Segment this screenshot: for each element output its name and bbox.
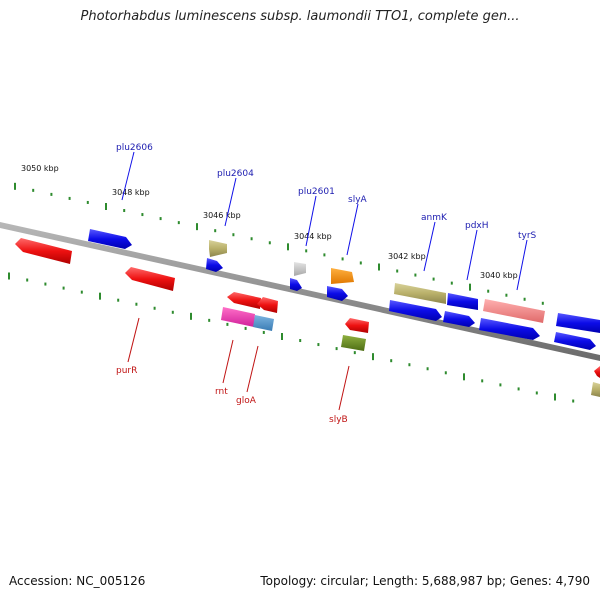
gene-edge-khaki[interactable] — [591, 382, 600, 397]
forward-gene-labels: plu2606 plu2604 plu2601 slyA anmK pdxH t… — [116, 143, 537, 241]
gene-rnt-upstream[interactable] — [227, 292, 261, 309]
gene-rnt[interactable] — [257, 297, 278, 313]
gene-plu2606[interactable] — [88, 229, 132, 249]
gene-gloA[interactable] — [253, 315, 274, 331]
kbp-label-3040: 3040 kbp — [480, 271, 518, 280]
gene-slyA[interactable] — [327, 286, 348, 301]
genome-title: Photorhabdus luminescens subsp. laumondi… — [80, 9, 520, 24]
forward-label-leaders — [121, 151, 528, 291]
reverse-label-leaders — [127, 317, 350, 411]
accession-text: Accession: NC_005126 — [9, 574, 146, 588]
label-plu2606[interactable]: plu2606 — [116, 143, 153, 153]
gene-tyrS-downstream[interactable] — [479, 318, 540, 340]
kbp-label-3050: 3050 kbp — [21, 164, 59, 173]
label-slyB[interactable]: slyB — [329, 415, 348, 425]
gene-plu2604[interactable] — [206, 258, 223, 272]
reverse-ticks — [8, 272, 575, 403]
forward-strand-genes — [88, 229, 600, 350]
kbp-label-3044: 3044 kbp — [294, 232, 332, 241]
gene-tyrS[interactable] — [483, 299, 545, 323]
gene-pdxH-downstream[interactable] — [443, 311, 475, 327]
label-purR[interactable]: purR — [116, 366, 137, 376]
kbp-label-3048: 3048 kbp — [112, 188, 150, 197]
gene-rnt-pink[interactable] — [221, 307, 255, 327]
gene-plu2605[interactable] — [209, 240, 227, 257]
label-slyA[interactable]: slyA — [348, 195, 368, 205]
label-plu2601[interactable]: plu2601 — [298, 187, 335, 197]
gene-plu2602[interactable] — [294, 262, 306, 276]
gene-pdxH[interactable] — [447, 293, 478, 310]
genome-stats-text: Topology: circular; Length: 5,688,987 bp… — [260, 574, 590, 588]
gene-edge-lower[interactable] — [554, 332, 596, 350]
kbp-label-3042: 3042 kbp — [388, 252, 426, 261]
genome-backbone — [0, 222, 600, 361]
kbp-label-3046: 3046 kbp — [203, 211, 241, 220]
gene-purR[interactable] — [125, 267, 175, 291]
gene-left-reverse[interactable] — [15, 238, 72, 264]
label-pdxH[interactable]: pdxH — [465, 221, 489, 231]
label-gloA[interactable]: gloA — [236, 396, 257, 406]
gene-anmK-downstream[interactable] — [389, 300, 442, 321]
gene-anmK[interactable] — [394, 283, 446, 304]
reverse-gene-labels: purR rnt gloA slyB — [116, 366, 348, 425]
forward-ticks — [14, 182, 544, 305]
reverse-strand-genes — [15, 238, 600, 397]
gene-slyB[interactable] — [345, 318, 369, 333]
gene-edge-red[interactable] — [594, 366, 600, 378]
label-anmK[interactable]: anmK — [421, 213, 448, 223]
gene-slyB-olive[interactable] — [341, 335, 366, 351]
label-tyrS[interactable]: tyrS — [518, 231, 537, 241]
label-rnt[interactable]: rnt — [215, 387, 228, 397]
gene-edge-upper[interactable] — [556, 313, 600, 333]
gene-slyA-adjacent[interactable] — [331, 268, 354, 284]
gene-plu2601[interactable] — [290, 278, 302, 291]
label-plu2604[interactable]: plu2604 — [217, 169, 254, 179]
kbp-scale: 3050 kbp 3048 kbp 3046 kbp 3044 kbp 3042… — [21, 164, 518, 280]
